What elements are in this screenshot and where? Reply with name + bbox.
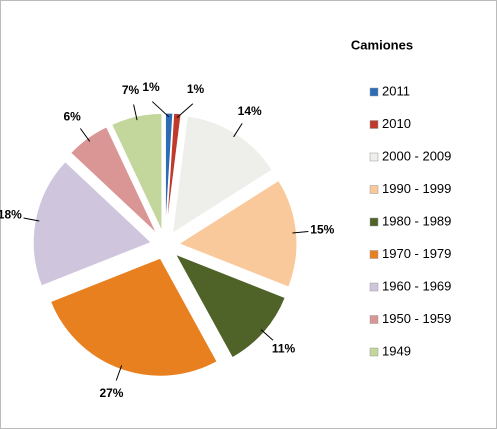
legend-label: 1970 - 1979 bbox=[382, 246, 451, 261]
data-label: 1% bbox=[187, 82, 205, 96]
legend-label: 1980 - 1989 bbox=[382, 213, 451, 228]
data-label: 14% bbox=[238, 104, 262, 118]
legend-swatch bbox=[369, 120, 379, 129]
legend-swatch bbox=[369, 217, 379, 227]
legend-swatch bbox=[369, 347, 379, 357]
data-label: 27% bbox=[99, 386, 123, 400]
legend-label: 1960 - 1969 bbox=[382, 278, 451, 293]
legend-label: 2000 - 2009 bbox=[382, 148, 451, 163]
legend-label: 1949 bbox=[382, 343, 411, 358]
legend-title: Camiones bbox=[351, 37, 413, 52]
leader-line bbox=[151, 101, 170, 118]
legend-swatch bbox=[369, 87, 379, 97]
legend-swatch bbox=[369, 315, 379, 324]
leader-line bbox=[133, 104, 138, 121]
leader-line bbox=[176, 103, 194, 118]
legend-swatch bbox=[369, 185, 379, 194]
leader-line bbox=[79, 128, 91, 142]
data-label: 7% bbox=[122, 83, 140, 97]
leader-line bbox=[292, 230, 309, 234]
legend-label: 1990 - 1999 bbox=[382, 181, 451, 196]
data-label: 11% bbox=[272, 342, 296, 356]
leader-line bbox=[23, 217, 40, 222]
legend-label: 2011 bbox=[382, 83, 410, 98]
pie-slice bbox=[164, 112, 174, 232]
data-label: 6% bbox=[63, 109, 81, 123]
data-label: 18% bbox=[0, 208, 22, 222]
data-label: 1% bbox=[142, 80, 160, 94]
legend-swatch bbox=[369, 250, 379, 259]
leader-line bbox=[260, 329, 274, 341]
legend-label: 2010 bbox=[382, 116, 411, 131]
leader-line bbox=[115, 365, 123, 381]
data-label: 15% bbox=[310, 222, 334, 236]
legend-label: 1950 - 1959 bbox=[382, 311, 451, 326]
leader-line bbox=[233, 123, 243, 138]
legend-swatch bbox=[369, 282, 379, 292]
legend-swatch bbox=[369, 152, 379, 162]
